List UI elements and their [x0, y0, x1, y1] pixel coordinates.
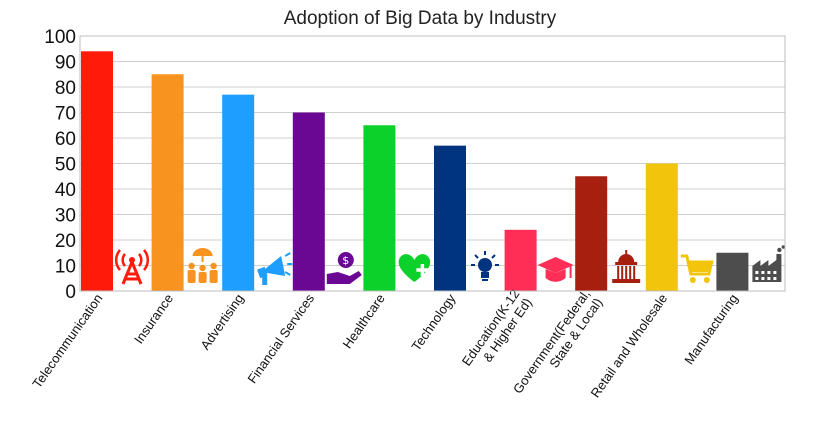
x-tick-label: Financial Services: [244, 291, 317, 386]
lightbulb-icon: [471, 251, 499, 281]
industry-icons: $: [115, 245, 786, 285]
y-tick-label: 60: [55, 129, 76, 150]
y-tick-label: 90: [55, 53, 76, 74]
money-hand-icon: $: [326, 252, 362, 284]
y-tick-label: 100: [44, 27, 76, 48]
factory-icon: [752, 245, 786, 282]
bar: [222, 94, 255, 292]
bar: [151, 74, 184, 291]
gridlines: [80, 35, 785, 292]
x-tick-label: Technology: [408, 291, 458, 354]
plot-frame: [79, 35, 786, 292]
x-axis-labels: Telecommunication Insurance AdvertisingFin…: [29, 287, 741, 401]
bar: [716, 252, 749, 291]
family-umbrella-icon: [187, 248, 218, 283]
y-tick-label: 30: [55, 206, 76, 227]
y-axis-ticks: 0 10 20 30 40 50 60 70 80 90 100: [44, 27, 76, 303]
capitol-building-icon: [612, 250, 641, 283]
y-tick-label: 80: [55, 78, 76, 99]
x-tick-label: Advertising: [197, 291, 246, 352]
bar: [81, 51, 113, 291]
x-tick-label: Manufacturing: [681, 291, 741, 367]
bar: [504, 229, 537, 291]
x-tick-label: Healthcare: [340, 291, 388, 351]
bar: [575, 176, 608, 291]
x-tick-label: Insurance: [131, 291, 176, 346]
radio-tower-icon: [115, 249, 149, 285]
svg-text:$: $: [342, 254, 349, 267]
y-tick-label: 40: [55, 180, 76, 201]
y-tick-label: 0: [65, 282, 76, 303]
y-tick-label: 20: [55, 231, 76, 252]
x-tick-label: Education(K-12& Higher Ed): [459, 287, 535, 378]
shopping-cart-icon: [680, 254, 714, 283]
bars: [81, 51, 749, 292]
bar: [363, 125, 396, 291]
bar: [645, 163, 678, 291]
heart-plus-icon: [398, 254, 431, 282]
y-tick-label: 10: [55, 257, 76, 278]
chart-title: Adoption of Big Data by Industry: [284, 8, 557, 29]
megaphone-icon: [257, 252, 293, 285]
x-tick-label: Telecommunication: [29, 291, 105, 391]
bar: [434, 145, 466, 291]
y-tick-label: 70: [55, 104, 76, 125]
graduation-cap-icon: [537, 257, 574, 282]
y-tick-label: 50: [55, 155, 76, 176]
bar: [292, 112, 325, 291]
